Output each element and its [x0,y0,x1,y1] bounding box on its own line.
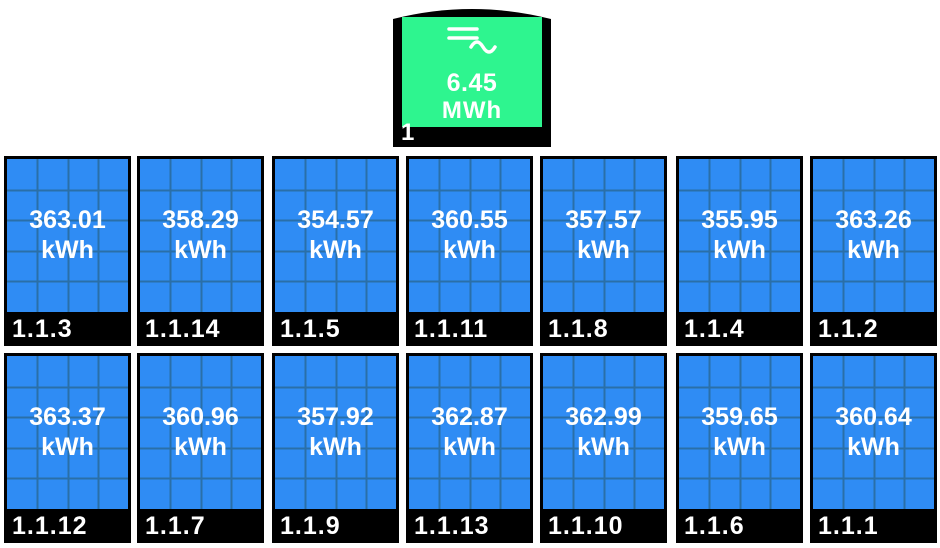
panel-cells: 357.57 kWh [543,159,664,312]
panel-id-label: 1.1.5 [280,315,341,343]
panel-id-label: 1.1.1 [818,512,879,540]
solar-panel[interactable]: 357.57 kWh 1.1.8 [540,156,667,346]
panel-cell-grid [409,159,530,312]
panel-cells: 357.92 kWh [275,356,396,509]
panel-energy-unit: kWh [577,236,630,264]
panel-cells: 363.26 kWh [813,159,934,312]
panel-cell-grid [813,159,934,312]
panel-cells: 354.57 kWh [275,159,396,312]
panel-id-label: 1.1.8 [548,315,609,343]
panel-id-label: 1.1.13 [414,512,490,540]
panel-energy-value: 360.64 [835,403,912,431]
panel-cell-grid [543,159,664,312]
panel-cell-grid [140,356,261,509]
panel-id-label: 1.1.14 [145,315,221,343]
solar-panel[interactable]: 359.65 kWh 1.1.6 [676,353,803,543]
panel-energy-value: 354.57 [297,206,374,234]
panel-energy-unit: kWh [174,236,227,264]
panel-energy-value: 363.01 [29,206,106,234]
solar-panel[interactable]: 360.55 kWh 1.1.11 [406,156,533,346]
panel-cell-grid [275,356,396,509]
panel-energy-value: 363.37 [29,403,106,431]
panel-energy-value: 363.26 [835,206,912,234]
panel-id-label: 1.1.12 [12,512,88,540]
panel-id-label: 1.1.6 [684,512,745,540]
panel-id-label: 1.1.11 [414,315,489,343]
inverter-energy-unit: MWh [441,97,503,124]
inverter-energy-value: 6.45 [446,69,498,97]
solar-panel[interactable]: 362.87 kWh 1.1.13 [406,353,533,543]
inverter[interactable]: 6.45 MWh 1 [393,7,551,147]
panel-energy-value: 358.29 [162,206,239,234]
inverter-id: 1 [401,119,415,146]
panel-energy-unit: kWh [443,236,496,264]
panel-cells: 362.87 kWh [409,356,530,509]
panel-energy-unit: kWh [847,236,900,264]
solar-panel[interactable]: 360.64 kWh 1.1.1 [810,353,937,543]
panel-cells: 358.29 kWh [140,159,261,312]
solar-panel[interactable]: 363.26 kWh 1.1.2 [810,156,937,346]
solar-panel[interactable]: 360.96 kWh 1.1.7 [137,353,264,543]
inverter-screen: 6.45 MWh [402,17,542,127]
panel-cell-grid [679,159,800,312]
panel-energy-unit: kWh [309,236,362,264]
solar-panel[interactable]: 363.37 kWh 1.1.12 [4,353,131,543]
solar-panel[interactable]: 354.57 kWh 1.1.5 [272,156,399,346]
panel-cell-grid [275,159,396,312]
panel-energy-value: 357.57 [565,206,642,234]
panel-energy-value: 355.95 [701,206,778,234]
panel-energy-value: 362.99 [565,403,642,431]
panel-cell-grid [543,356,664,509]
panel-cells: 360.55 kWh [409,159,530,312]
panel-id-label: 1.1.2 [818,315,879,343]
panel-energy-unit: kWh [577,433,630,461]
panel-energy-unit: kWh [174,433,227,461]
panel-energy-unit: kWh [443,433,496,461]
panel-cells: 359.65 kWh [679,356,800,509]
panel-cell-grid [7,159,128,312]
panel-energy-unit: kWh [309,433,362,461]
panel-cell-grid [679,356,800,509]
panel-energy-value: 360.96 [162,403,239,431]
panel-energy-value: 357.92 [297,403,374,431]
panel-energy-unit: kWh [713,236,766,264]
panel-cell-grid [409,356,530,509]
solar-panel[interactable]: 355.95 kWh 1.1.4 [676,156,803,346]
ac-power-icon [447,27,497,54]
panel-id-label: 1.1.3 [12,315,73,343]
panel-id-label: 1.1.4 [684,315,745,343]
panel-cells: 362.99 kWh [543,356,664,509]
panel-cell-grid [813,356,934,509]
panel-id-label: 1.1.7 [145,512,206,540]
panel-energy-unit: kWh [713,433,766,461]
panel-id-label: 1.1.9 [280,512,341,540]
panel-energy-unit: kWh [41,236,94,264]
panel-energy-value: 362.87 [431,403,508,431]
panel-id-label: 1.1.10 [548,512,624,540]
panel-energy-unit: kWh [847,433,900,461]
solar-panel[interactable]: 357.92 kWh 1.1.9 [272,353,399,543]
panel-cells: 360.96 kWh [140,356,261,509]
panel-energy-unit: kWh [41,433,94,461]
solar-panel[interactable]: 363.01 kWh 1.1.3 [4,156,131,346]
solar-panel[interactable]: 362.99 kWh 1.1.10 [540,353,667,543]
panel-cells: 363.37 kWh [7,356,128,509]
panel-cell-grid [140,159,261,312]
panel-cells: 363.01 kWh [7,159,128,312]
panel-energy-value: 359.65 [701,403,778,431]
panel-cells: 360.64 kWh [813,356,934,509]
panel-energy-value: 360.55 [431,206,508,234]
panel-cell-grid [7,356,128,509]
solar-panel[interactable]: 358.29 kWh 1.1.14 [137,156,264,346]
panel-cells: 355.95 kWh [679,159,800,312]
